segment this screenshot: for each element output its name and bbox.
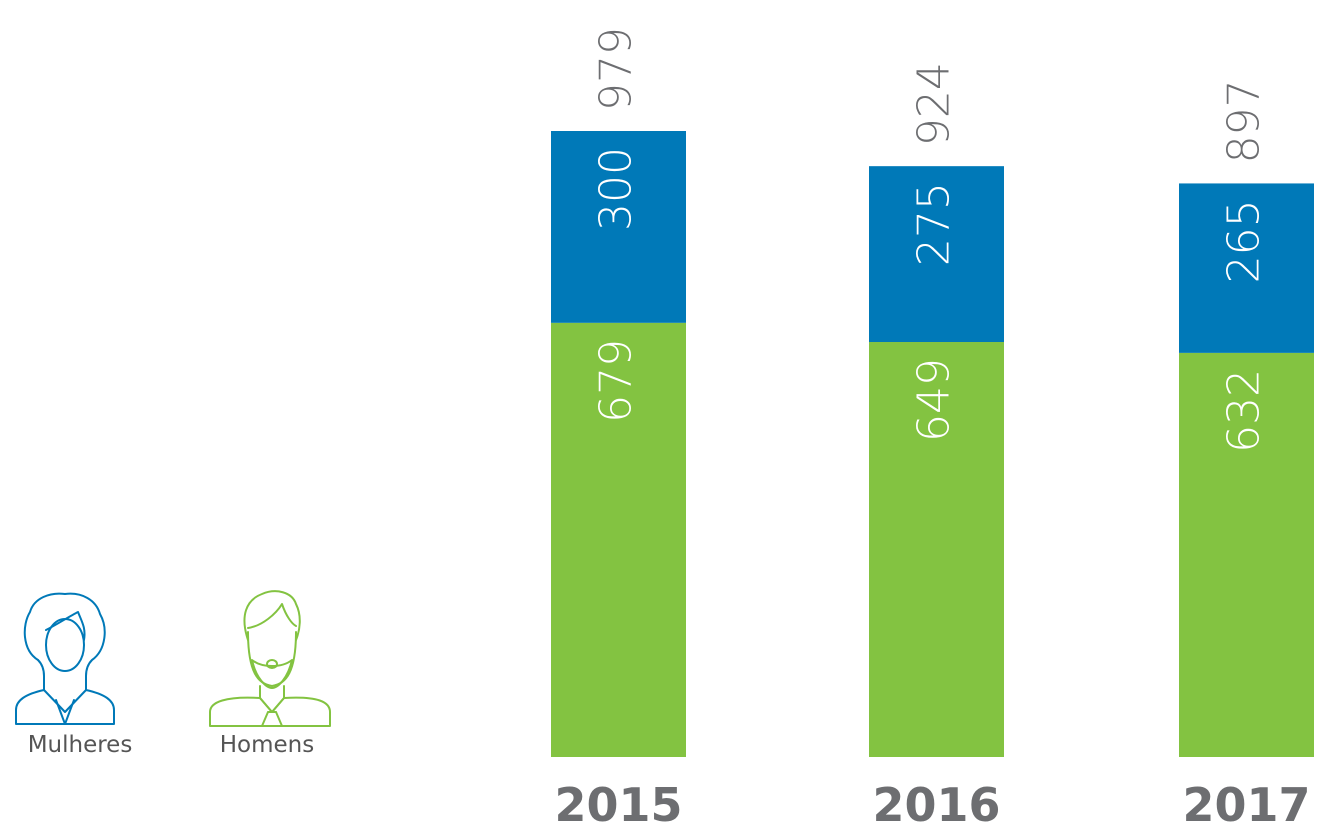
man-icon [209,590,331,727]
value-label: 649 [909,358,960,442]
legend-label: Mulheres [28,732,133,758]
x-tick-label: 2017 [1182,778,1310,826]
x-tick-label: 2015 [554,778,682,826]
legend-label: Homens [220,732,314,758]
bar-segment [1179,352,1314,757]
bar-segment [551,322,686,757]
value-label: 679 [591,339,642,423]
value-label: 632 [1219,369,1270,453]
bar-segment [1179,183,1314,353]
total-label: 979 [591,27,642,111]
bar-segment [551,131,686,323]
bar-segment [869,342,1004,757]
x-tick-label: 2016 [872,778,1000,826]
bar-segment [869,166,1004,343]
value-label: 275 [909,182,960,266]
total-label: 897 [1219,79,1270,163]
total-label: 924 [909,62,960,146]
woman-icon [15,592,115,725]
legend: Mulheres Homens [15,590,331,758]
value-label: 265 [1219,199,1270,283]
value-label: 300 [591,147,642,231]
